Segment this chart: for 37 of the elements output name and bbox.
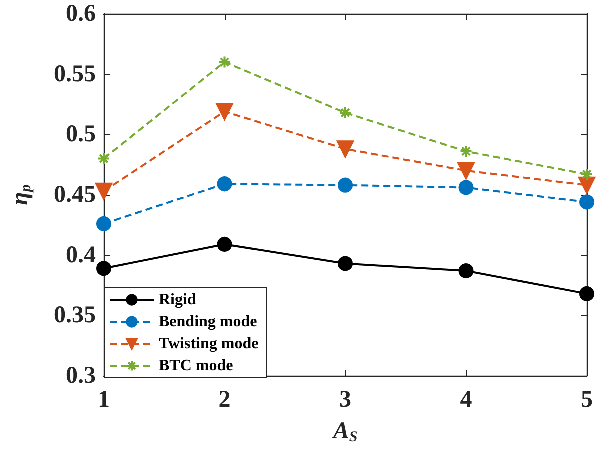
point xyxy=(217,176,232,192)
x-tick-label: 2 xyxy=(218,387,231,413)
point xyxy=(458,180,474,196)
y-tick-label: 0.4 xyxy=(66,242,96,268)
y-tick-label: 0.3 xyxy=(66,363,96,389)
y-axis-title: ηp xyxy=(8,184,34,206)
x-tick-label: 5 xyxy=(581,387,593,413)
point xyxy=(96,261,112,276)
point xyxy=(460,145,473,158)
point xyxy=(338,178,353,193)
y-tick-label: 0.45 xyxy=(54,182,96,208)
x-tick-label: 4 xyxy=(460,387,472,413)
y-tick-label: 0.35 xyxy=(54,302,96,329)
point xyxy=(458,264,474,279)
point xyxy=(337,140,354,158)
point xyxy=(580,194,594,210)
y-tick-label: 0.6 xyxy=(66,1,96,27)
point xyxy=(218,56,232,69)
point xyxy=(338,256,353,272)
y-tick-label: 0.5 xyxy=(66,122,96,148)
point xyxy=(96,182,112,200)
point xyxy=(580,168,594,181)
legend-label: BTC mode xyxy=(159,358,234,374)
legend-label: Rigid xyxy=(159,292,196,308)
point xyxy=(339,106,352,120)
point xyxy=(98,152,110,166)
point xyxy=(578,176,596,194)
legend-label: Twisting mode xyxy=(159,336,259,352)
point xyxy=(580,286,594,302)
x-tick-label: 3 xyxy=(340,387,352,413)
point xyxy=(96,216,112,232)
point xyxy=(217,236,232,252)
point xyxy=(216,103,234,120)
x-tick-label: 1 xyxy=(98,387,110,413)
point xyxy=(458,162,475,180)
legend-label: Bending mode xyxy=(159,314,258,330)
y-tick-label: 0.55 xyxy=(54,61,96,88)
